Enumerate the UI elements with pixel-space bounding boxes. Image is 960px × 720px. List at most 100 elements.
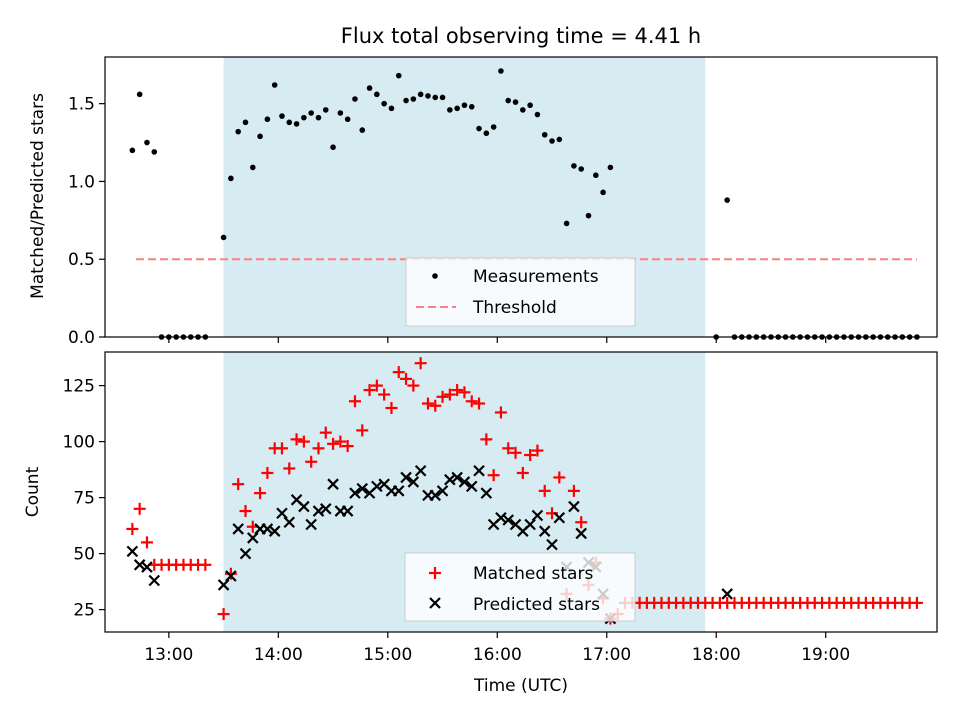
legend-matched-label: Matched stars <box>473 564 593 584</box>
predicted-star-point <box>349 487 361 499</box>
measurement-point <box>541 131 548 138</box>
predicted-star-point <box>312 505 325 517</box>
matched-star-point <box>363 384 376 397</box>
x-tick-label: 19:00 <box>801 645 850 665</box>
predicted-star-point <box>531 509 544 522</box>
predicted-star-point <box>414 464 427 477</box>
predicted-star-point <box>451 471 463 484</box>
predicted-star-point <box>148 574 161 587</box>
matched-star-point <box>553 471 566 484</box>
predicted-star-point <box>495 511 507 524</box>
measurement-point <box>352 96 358 102</box>
measurement-point <box>549 138 555 144</box>
x-tick-label: 16:00 <box>473 645 522 665</box>
y-tick-label: 1.0 <box>68 172 95 192</box>
matched-star-point <box>334 435 347 448</box>
measurement-point <box>330 144 336 151</box>
matched-star-point <box>458 386 471 399</box>
measurement-point <box>578 166 585 172</box>
matched-star-point <box>305 455 318 468</box>
measurement-point <box>483 130 490 137</box>
matched-star-point <box>487 469 500 482</box>
matched-star-point <box>297 435 310 448</box>
matched-star-point <box>217 608 230 621</box>
measurement-point <box>286 119 293 126</box>
predicted-star-point <box>341 505 354 517</box>
matched-star-point <box>480 433 493 446</box>
legend-measurements-marker <box>432 273 438 279</box>
matched-star-point <box>443 388 456 401</box>
predicted-star-point <box>225 570 237 582</box>
legend-box <box>404 552 636 622</box>
predicted-star-point <box>575 527 587 540</box>
measurement-point <box>264 116 271 123</box>
matched-star-point <box>451 384 464 397</box>
ratio-panel: 0.0 0.5 1.0 1.5 Matched/Predicted stars Mea… <box>28 56 938 348</box>
matched-star-point <box>407 379 420 392</box>
matched-star-point <box>290 433 303 446</box>
predicted-star-point <box>276 507 288 520</box>
matched-star-point <box>524 449 537 462</box>
legend-box <box>405 257 636 327</box>
predicted-star-point <box>473 464 485 477</box>
measurement-point <box>520 107 526 113</box>
matched-star-point <box>126 522 139 535</box>
measurement-point <box>293 121 300 127</box>
y-axis-label: Count <box>23 466 43 517</box>
matched-star-point <box>414 357 427 370</box>
predicted-star-point <box>283 516 296 529</box>
matched-star-point <box>327 437 340 450</box>
predicted-star-point <box>261 523 274 535</box>
measurement-point <box>447 107 453 113</box>
measurement-point <box>534 111 541 118</box>
predicted-star-point <box>141 561 153 573</box>
chart-title: Flux total observing time = 4.41 h <box>341 24 701 48</box>
measurement-point <box>425 93 431 99</box>
measurement-point <box>344 116 351 123</box>
predicted-star-point <box>465 480 478 493</box>
measurement-point <box>151 149 158 155</box>
measurement-point <box>271 82 278 88</box>
measurement-point <box>498 68 504 74</box>
legend-predicted-marker <box>429 597 441 609</box>
measurement-point <box>461 102 468 109</box>
matched-star-point <box>378 388 391 401</box>
x-tick-label: 14:00 <box>254 645 303 665</box>
matched-star-point <box>436 390 449 403</box>
matched-star-point <box>133 502 146 515</box>
predicted-star-point <box>232 523 244 535</box>
measurement-point <box>388 105 395 112</box>
series-measurements <box>129 68 920 340</box>
measurement-point <box>308 110 314 116</box>
y-axis-label: Matched/Predicted stars <box>28 93 48 299</box>
matched-star-point <box>319 426 332 439</box>
matched-star-point <box>421 397 434 410</box>
measurement-point <box>403 97 409 104</box>
y-tick-label: 75 <box>73 489 95 509</box>
y-tick-label: 100 <box>63 433 95 453</box>
legend-predicted-label: Predicted stars <box>473 595 600 615</box>
measurement-point <box>454 105 460 112</box>
predicted-star-point <box>502 514 515 526</box>
predicted-star-point <box>400 471 412 484</box>
predicted-star-point <box>458 476 471 488</box>
matched-star-point <box>516 466 529 479</box>
y-tick-label: 1.5 <box>68 95 95 115</box>
x-tick-label: 13:00 <box>144 645 193 665</box>
y-tick-label: 0.5 <box>68 250 95 270</box>
predicted-star-point <box>407 476 420 488</box>
predicted-star-point <box>268 525 281 537</box>
predicted-star-point <box>247 532 259 544</box>
measurement-point <box>322 107 329 113</box>
x-axis-label: Time (UTC) <box>473 676 568 696</box>
predicted-star-point <box>436 485 449 497</box>
measurement-point <box>301 114 307 121</box>
matched-star-point <box>429 399 442 412</box>
axes-frame <box>104 351 938 633</box>
measurement-point <box>476 125 482 132</box>
measurement-point <box>563 220 570 227</box>
predicted-star-point <box>371 480 383 493</box>
matched-star-point <box>400 372 413 385</box>
predicted-star-point <box>298 500 310 513</box>
